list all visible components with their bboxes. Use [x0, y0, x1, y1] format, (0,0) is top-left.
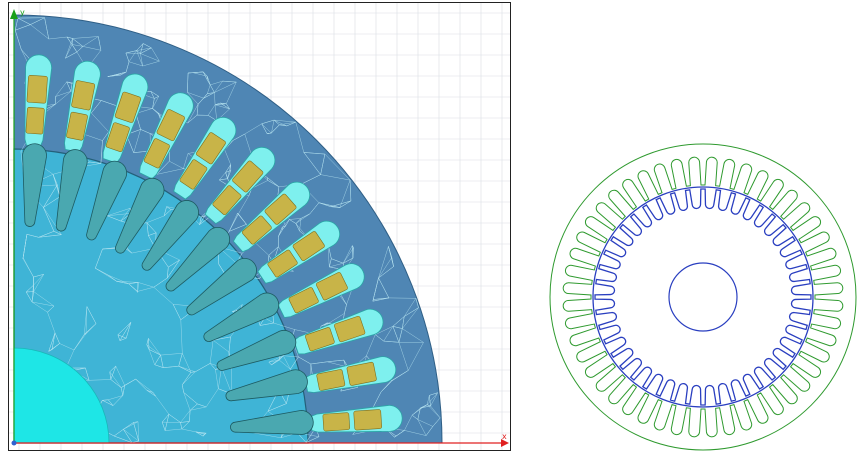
rotor-bar — [141, 200, 199, 271]
rotor-bar-slot — [22, 143, 47, 227]
rotor-bar-slot — [165, 227, 230, 292]
winding-coil — [196, 132, 226, 165]
stator-slot — [277, 263, 365, 318]
stator-outline — [549, 143, 857, 451]
shaft-region — [13, 347, 110, 444]
winding-coil — [288, 287, 319, 314]
winding-coil — [179, 159, 208, 190]
winding-coil — [212, 185, 242, 216]
rotor-bar — [230, 410, 314, 435]
rotor-bar — [165, 227, 230, 292]
coordinate-axes: x y — [10, 8, 509, 447]
winding-coil — [305, 327, 335, 352]
x-axis-arrow-icon — [501, 439, 509, 447]
winding-coil — [232, 160, 264, 193]
mesh-view-panel: x y — [8, 2, 511, 451]
rotor-bar-slot — [55, 149, 88, 232]
stator-slot — [257, 220, 340, 284]
shaft-outline — [668, 262, 738, 332]
rotor-bar-slot — [203, 292, 280, 342]
winding-coil — [66, 111, 88, 141]
rotor-bar — [55, 149, 88, 232]
winding-coil — [71, 80, 96, 111]
stator-outer-circle — [549, 143, 857, 451]
winding-coil — [114, 91, 142, 123]
rotor-bar-slot — [230, 410, 314, 435]
stator-slot — [204, 146, 276, 225]
winding-coil — [264, 193, 297, 225]
stator-slot — [139, 92, 194, 180]
motor-cross-section-panel — [548, 140, 861, 454]
rotor-bar — [22, 143, 47, 227]
winding-coil — [156, 109, 185, 141]
y-axis-label: y — [20, 8, 25, 17]
stator-slot — [232, 181, 311, 253]
winding-coil — [26, 74, 48, 104]
rotor-slot-ring — [594, 188, 812, 406]
winding-coil — [346, 361, 377, 386]
rotor-bar-slot — [115, 177, 165, 254]
x-axis-label: x — [502, 432, 507, 441]
rotor-bar-slot — [141, 200, 199, 271]
motor-cross-section — [549, 143, 857, 451]
rotor-bar — [86, 160, 127, 241]
quarter-motor-mesh: x y — [9, 3, 510, 450]
shaft — [13, 347, 110, 444]
rotor-bar-slot — [86, 160, 127, 241]
stator-slot — [293, 308, 384, 355]
rotor-bar-slot — [186, 258, 257, 316]
stator-slot-ring — [562, 156, 844, 438]
rotor-outline — [592, 186, 814, 408]
rotor-bar — [216, 330, 297, 371]
winding-coil — [267, 249, 298, 278]
rotor-bar — [203, 292, 280, 342]
stator-slot — [64, 60, 101, 153]
rotor-bars — [22, 143, 314, 435]
shaft-circle — [668, 262, 738, 332]
winding-coil — [25, 106, 45, 135]
origin-marker-icon — [11, 440, 17, 446]
rotor-outer-circle — [592, 186, 814, 408]
winding-coil — [292, 231, 325, 261]
stator-slot — [173, 117, 237, 200]
winding-coil — [334, 315, 366, 343]
stator-slot — [102, 73, 149, 164]
rotor-bar — [115, 177, 165, 254]
winding-coil — [105, 122, 130, 152]
stator-slot — [24, 54, 52, 147]
rotor-bar-slot — [225, 369, 308, 402]
winding-coil — [316, 272, 348, 301]
y-axis-arrow-icon — [10, 9, 18, 19]
winding-coil — [316, 369, 346, 391]
winding-coil — [143, 138, 170, 169]
rotor-bar — [186, 258, 257, 316]
winding-coil — [353, 409, 383, 431]
stator-slot — [304, 356, 397, 393]
stator-slots — [24, 54, 403, 433]
winding-coil — [322, 412, 351, 432]
winding-coil — [241, 215, 272, 245]
rotor-bar — [225, 369, 308, 402]
stator-slot — [310, 405, 403, 433]
rotor-bar-slot — [216, 330, 297, 371]
